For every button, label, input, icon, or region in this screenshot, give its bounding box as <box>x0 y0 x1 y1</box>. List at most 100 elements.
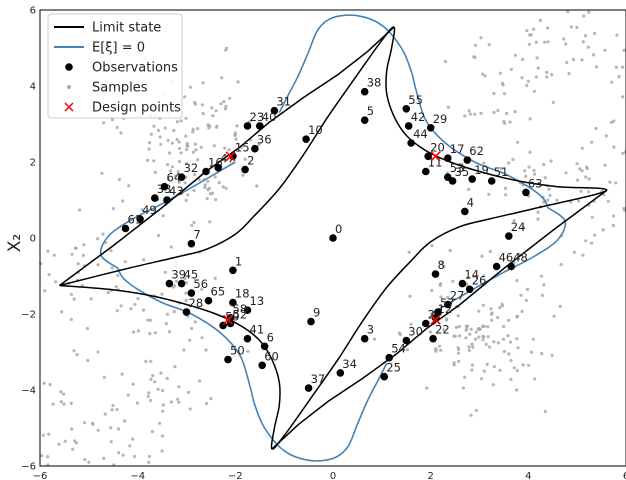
observation-point <box>444 300 452 309</box>
sample-point <box>479 111 483 115</box>
sample-point <box>159 371 163 375</box>
sample-point <box>224 186 228 190</box>
sample-point <box>442 264 446 268</box>
sample-point <box>156 387 160 391</box>
sample-point <box>46 455 50 459</box>
sample-point <box>507 318 511 322</box>
observation-point <box>226 319 235 328</box>
sample-point <box>201 112 205 116</box>
sample-point <box>147 147 151 151</box>
sample-point <box>166 138 170 142</box>
sample-point <box>191 130 195 134</box>
observation-label: 32 <box>184 161 199 175</box>
sample-point <box>172 284 177 288</box>
sample-point <box>545 75 549 79</box>
observation-point <box>329 234 337 242</box>
sample-point <box>468 332 472 336</box>
sample-point <box>482 335 486 339</box>
observation-point <box>307 317 315 326</box>
sample-point <box>592 233 597 237</box>
observation-point <box>522 188 530 197</box>
sample-point <box>453 334 457 338</box>
sample-point <box>82 243 86 247</box>
sample-point <box>606 199 610 203</box>
observation-label: 53 <box>450 161 465 175</box>
sample-point <box>479 36 483 40</box>
sample-point <box>198 379 202 383</box>
sample-point <box>582 14 586 18</box>
y-tick-label: 4 <box>30 82 36 93</box>
sample-point <box>572 250 577 254</box>
observation-point <box>187 239 196 248</box>
design-points-layer <box>222 151 441 325</box>
sample-point <box>117 451 121 455</box>
sample-point <box>456 351 460 355</box>
sample-point <box>121 199 125 203</box>
limit-state-line <box>59 26 395 287</box>
sample-point <box>160 449 164 453</box>
sample-point <box>525 83 529 88</box>
sample-point <box>243 157 247 161</box>
observation-point <box>187 289 196 297</box>
sample-point <box>115 408 119 412</box>
observation-point <box>360 334 369 343</box>
sample-point <box>57 442 61 446</box>
sample-point <box>527 363 531 367</box>
observation-point <box>260 342 269 351</box>
sample-point <box>473 112 477 116</box>
sample-point <box>177 180 181 184</box>
sample-point <box>72 297 76 301</box>
legend-mean-contour-label: E[ξ] = 0 <box>92 41 145 56</box>
sample-point <box>158 421 162 425</box>
sample-point <box>446 296 450 300</box>
sample-point <box>467 345 471 349</box>
sample-point <box>144 359 148 363</box>
sample-point <box>131 382 135 386</box>
sample-point <box>549 159 553 163</box>
sample-point <box>594 65 599 69</box>
sample-point <box>110 408 114 412</box>
sample-point <box>622 48 626 53</box>
sample-point <box>612 145 616 149</box>
observation-point <box>302 135 310 143</box>
sample-point <box>543 409 547 414</box>
sample-point <box>83 457 87 462</box>
sample-point <box>170 141 174 145</box>
sample-point <box>129 307 133 311</box>
sample-point <box>177 400 181 404</box>
sample-point <box>193 100 197 104</box>
sample-point <box>131 437 135 441</box>
sample-point <box>184 116 188 120</box>
sample-point <box>201 81 205 85</box>
sample-point <box>169 245 173 249</box>
observation-label: 49 <box>142 203 157 217</box>
sample-point <box>516 346 520 350</box>
sample-point <box>59 400 63 404</box>
sample-point <box>123 260 127 264</box>
sample-point <box>477 327 482 331</box>
sample-point <box>161 403 165 407</box>
sample-point <box>443 59 447 64</box>
sample-point <box>184 299 188 303</box>
sample-point <box>448 249 452 253</box>
sample-point <box>578 167 582 171</box>
observation-point <box>214 163 222 172</box>
observation-label: 57 <box>440 296 455 310</box>
sample-point <box>109 426 113 430</box>
sample-point <box>526 79 531 83</box>
sample-point <box>184 147 189 152</box>
sample-point <box>148 398 153 403</box>
sample-point <box>177 140 181 144</box>
observation-label: 50 <box>230 344 245 358</box>
sample-point <box>532 168 536 173</box>
sample-point <box>217 181 221 185</box>
observation-point <box>360 87 369 96</box>
sample-point <box>161 409 165 413</box>
sample-point <box>471 345 475 349</box>
observation-point <box>458 279 467 288</box>
sample-point <box>89 297 93 301</box>
sample-point <box>528 150 532 154</box>
legend-design-points-label: Design points <box>92 101 181 116</box>
sample-point <box>225 46 229 50</box>
